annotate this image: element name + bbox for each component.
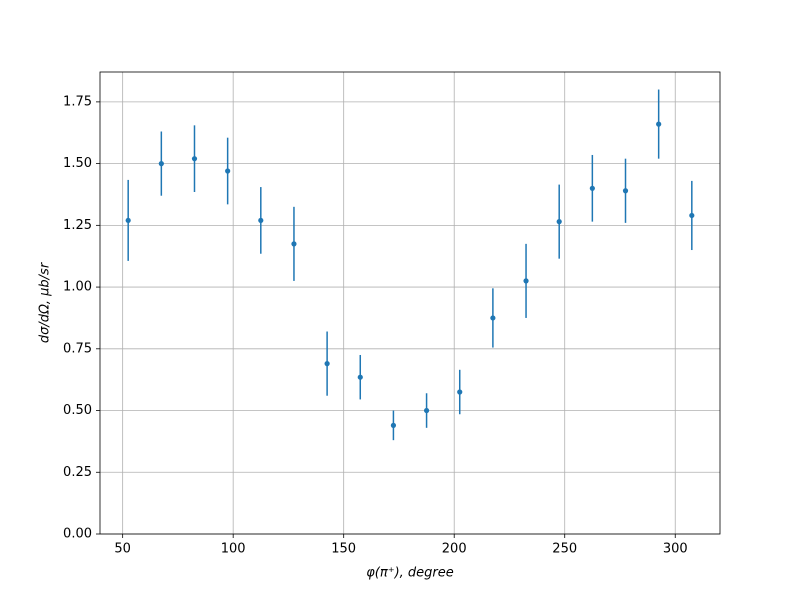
data-point (556, 219, 562, 225)
y-tick-label: 0.50 (63, 403, 92, 418)
data-point (324, 361, 330, 367)
y-tick-label: 0.75 (63, 341, 92, 356)
x-axis-label: φ(π⁺), degree (366, 566, 454, 581)
data-point (125, 217, 131, 224)
x-tick-label: 50 (114, 542, 131, 557)
data-point (689, 212, 695, 219)
x-tick-label: 100 (221, 542, 246, 557)
data-point (523, 278, 529, 284)
data-point (191, 156, 198, 162)
data-point (357, 374, 363, 380)
y-tick-label: 1.25 (63, 218, 92, 233)
axes-frame (99, 71, 721, 535)
x-tick-label: 200 (442, 542, 467, 557)
x-tick-label: 300 (663, 542, 688, 557)
data-point (390, 422, 397, 428)
y-tick-label: 1.00 (63, 280, 92, 295)
y-axis-label: dσ/dΩ, μb/sr (38, 261, 53, 343)
data-point (291, 241, 297, 247)
y-tick-label: 0.00 (63, 527, 92, 542)
data-point (225, 168, 231, 174)
plot-layer: 0.00 0.25 0.50 0.75 1.00 1.25 1.50 1.75 50 100 150… (63, 72, 720, 557)
data-point (656, 121, 662, 127)
data-point (622, 188, 629, 194)
x-tick-label: 150 (331, 542, 356, 557)
data-point (490, 315, 496, 321)
x-tick-label: 250 (552, 542, 577, 557)
data-point (423, 407, 430, 414)
data-point (589, 185, 595, 191)
y-tick-label: 1.50 (63, 156, 92, 171)
data-point (258, 217, 264, 224)
y-tick-label: 1.75 (63, 94, 92, 109)
data-point (457, 389, 463, 395)
y-tick-label: 0.25 (63, 465, 92, 480)
data-point (158, 161, 164, 167)
